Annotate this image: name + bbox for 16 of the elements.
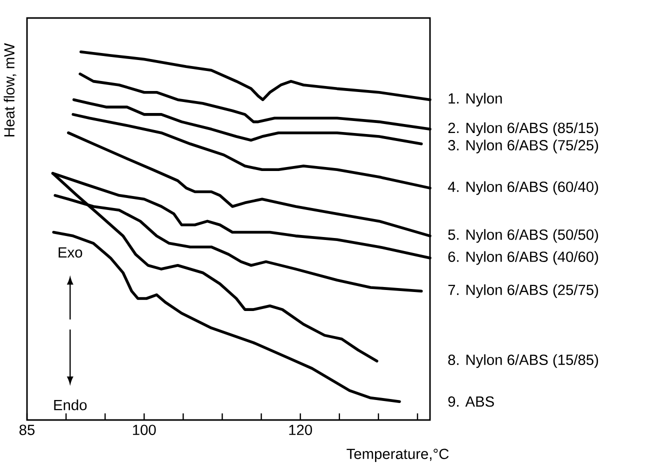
series-label: 5. Nylon 6/ABS (50/50)	[448, 229, 598, 243]
x-tick-label: 120	[289, 424, 312, 436]
annotation: Endo	[54, 399, 87, 410]
x-tick-label: 85	[19, 424, 35, 436]
y-axis-title: Heat flow, mW	[4, 43, 16, 136]
series-label: 3. Nylon 6/ABS (75/25)	[448, 140, 598, 154]
text: 9. ABS	[448, 396, 494, 407]
series-label: 2. Nylon 6/ABS (85/15)	[448, 122, 598, 136]
series-label: 4. Nylon 6/ABS (60/40)	[448, 181, 598, 195]
series-label: 1. Nylon	[448, 92, 502, 107]
x-axis-title: Temperature,°C	[346, 448, 449, 462]
x-tick-label: 100	[133, 424, 156, 436]
series-label: 6. Nylon 6/ABS (40/60)	[448, 251, 598, 265]
text: 8. Nylon 6/ABS (15/85)	[448, 354, 598, 368]
series-label: 7. Nylon 6/ABS (25/75)	[448, 284, 598, 298]
annotation: Exo	[58, 247, 82, 258]
